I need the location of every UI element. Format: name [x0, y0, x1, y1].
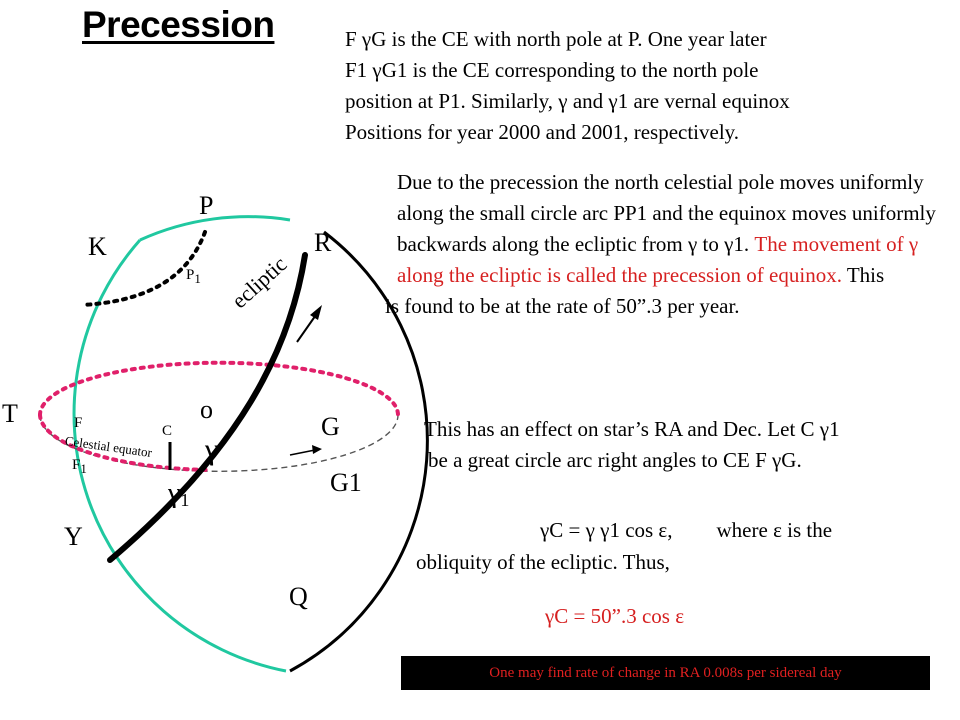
label-gamma: γ — [205, 433, 219, 466]
sphere-arc-top — [139, 215, 291, 242]
label-P: P — [199, 191, 214, 220]
label-G1: G1 — [330, 468, 362, 497]
precession-paragraph: Due to the precession the north celestia… — [385, 167, 957, 322]
label-K: K — [88, 232, 107, 261]
intro-line-2: F1 γG1 is the CE corresponding to the no… — [345, 58, 759, 82]
sphere-arc-black — [289, 230, 429, 673]
label-G: G — [321, 412, 340, 441]
page-title: Precession — [82, 4, 275, 45]
effect-line-2: be a great circle arc right angles to CE… — [428, 448, 802, 472]
label-T: T — [2, 399, 18, 428]
g-g1-arrow-head — [312, 445, 322, 454]
ra-rate-note: One may find rate of change in RA 0.008s… — [401, 656, 930, 690]
label-Q: Q — [289, 582, 308, 611]
equation-tail: where ε is the — [716, 518, 833, 542]
intro-line-3: position at P1. Similarly, γ and γ1 are … — [345, 89, 790, 113]
intro-line-1: F γG is the CE with north pole at P. One… — [345, 27, 767, 51]
equation-block: γC = γ γ1 cos ε, where ε is the obliquity… — [416, 514, 832, 578]
ecliptic-curve — [107, 252, 308, 563]
equation-formula: γC = γ γ1 cos ε, — [540, 518, 673, 542]
label-o: o — [200, 395, 213, 424]
precession-rate-line: is found to be at the rate of 50”.3 per … — [385, 294, 740, 318]
label-R: R — [314, 228, 332, 257]
label-P1: P1 — [186, 267, 201, 286]
precession-text-black: Due to the precession the north celestia… — [397, 170, 936, 256]
intro-line-4: Positions for year 2000 and 2001, respec… — [345, 120, 740, 144]
label-F: F — [74, 415, 83, 431]
g-g1-arrow-line — [289, 449, 316, 456]
effect-line-1: This has an effect on star’s RA and Dec.… — [424, 417, 840, 441]
sphere-arc-teal — [72, 239, 287, 673]
label-Y: Y — [64, 522, 83, 551]
intro-paragraph: F γG is the CE with north pole at P. One… — [345, 24, 945, 148]
precession-arc — [80, 230, 207, 307]
precession-text-red: The movement of γ along the ecliptic is … — [397, 232, 919, 287]
celestial-equator-back — [38, 360, 400, 417]
label-gamma1: γ1 — [168, 478, 190, 510]
label-C: C — [162, 423, 173, 439]
label-F1: F1 — [72, 457, 87, 476]
precession-text-this: This — [846, 263, 885, 287]
celestial-equator-pink-front — [38, 413, 212, 472]
effect-paragraph: This has an effect on star’s RA and Dec.… — [424, 414, 960, 476]
result-equation: γC = 50”.3 cos ε — [545, 604, 685, 628]
ecliptic-arrow-head — [310, 305, 322, 320]
equation-line-2: obliquity of the ecliptic. Thus, — [416, 550, 670, 574]
